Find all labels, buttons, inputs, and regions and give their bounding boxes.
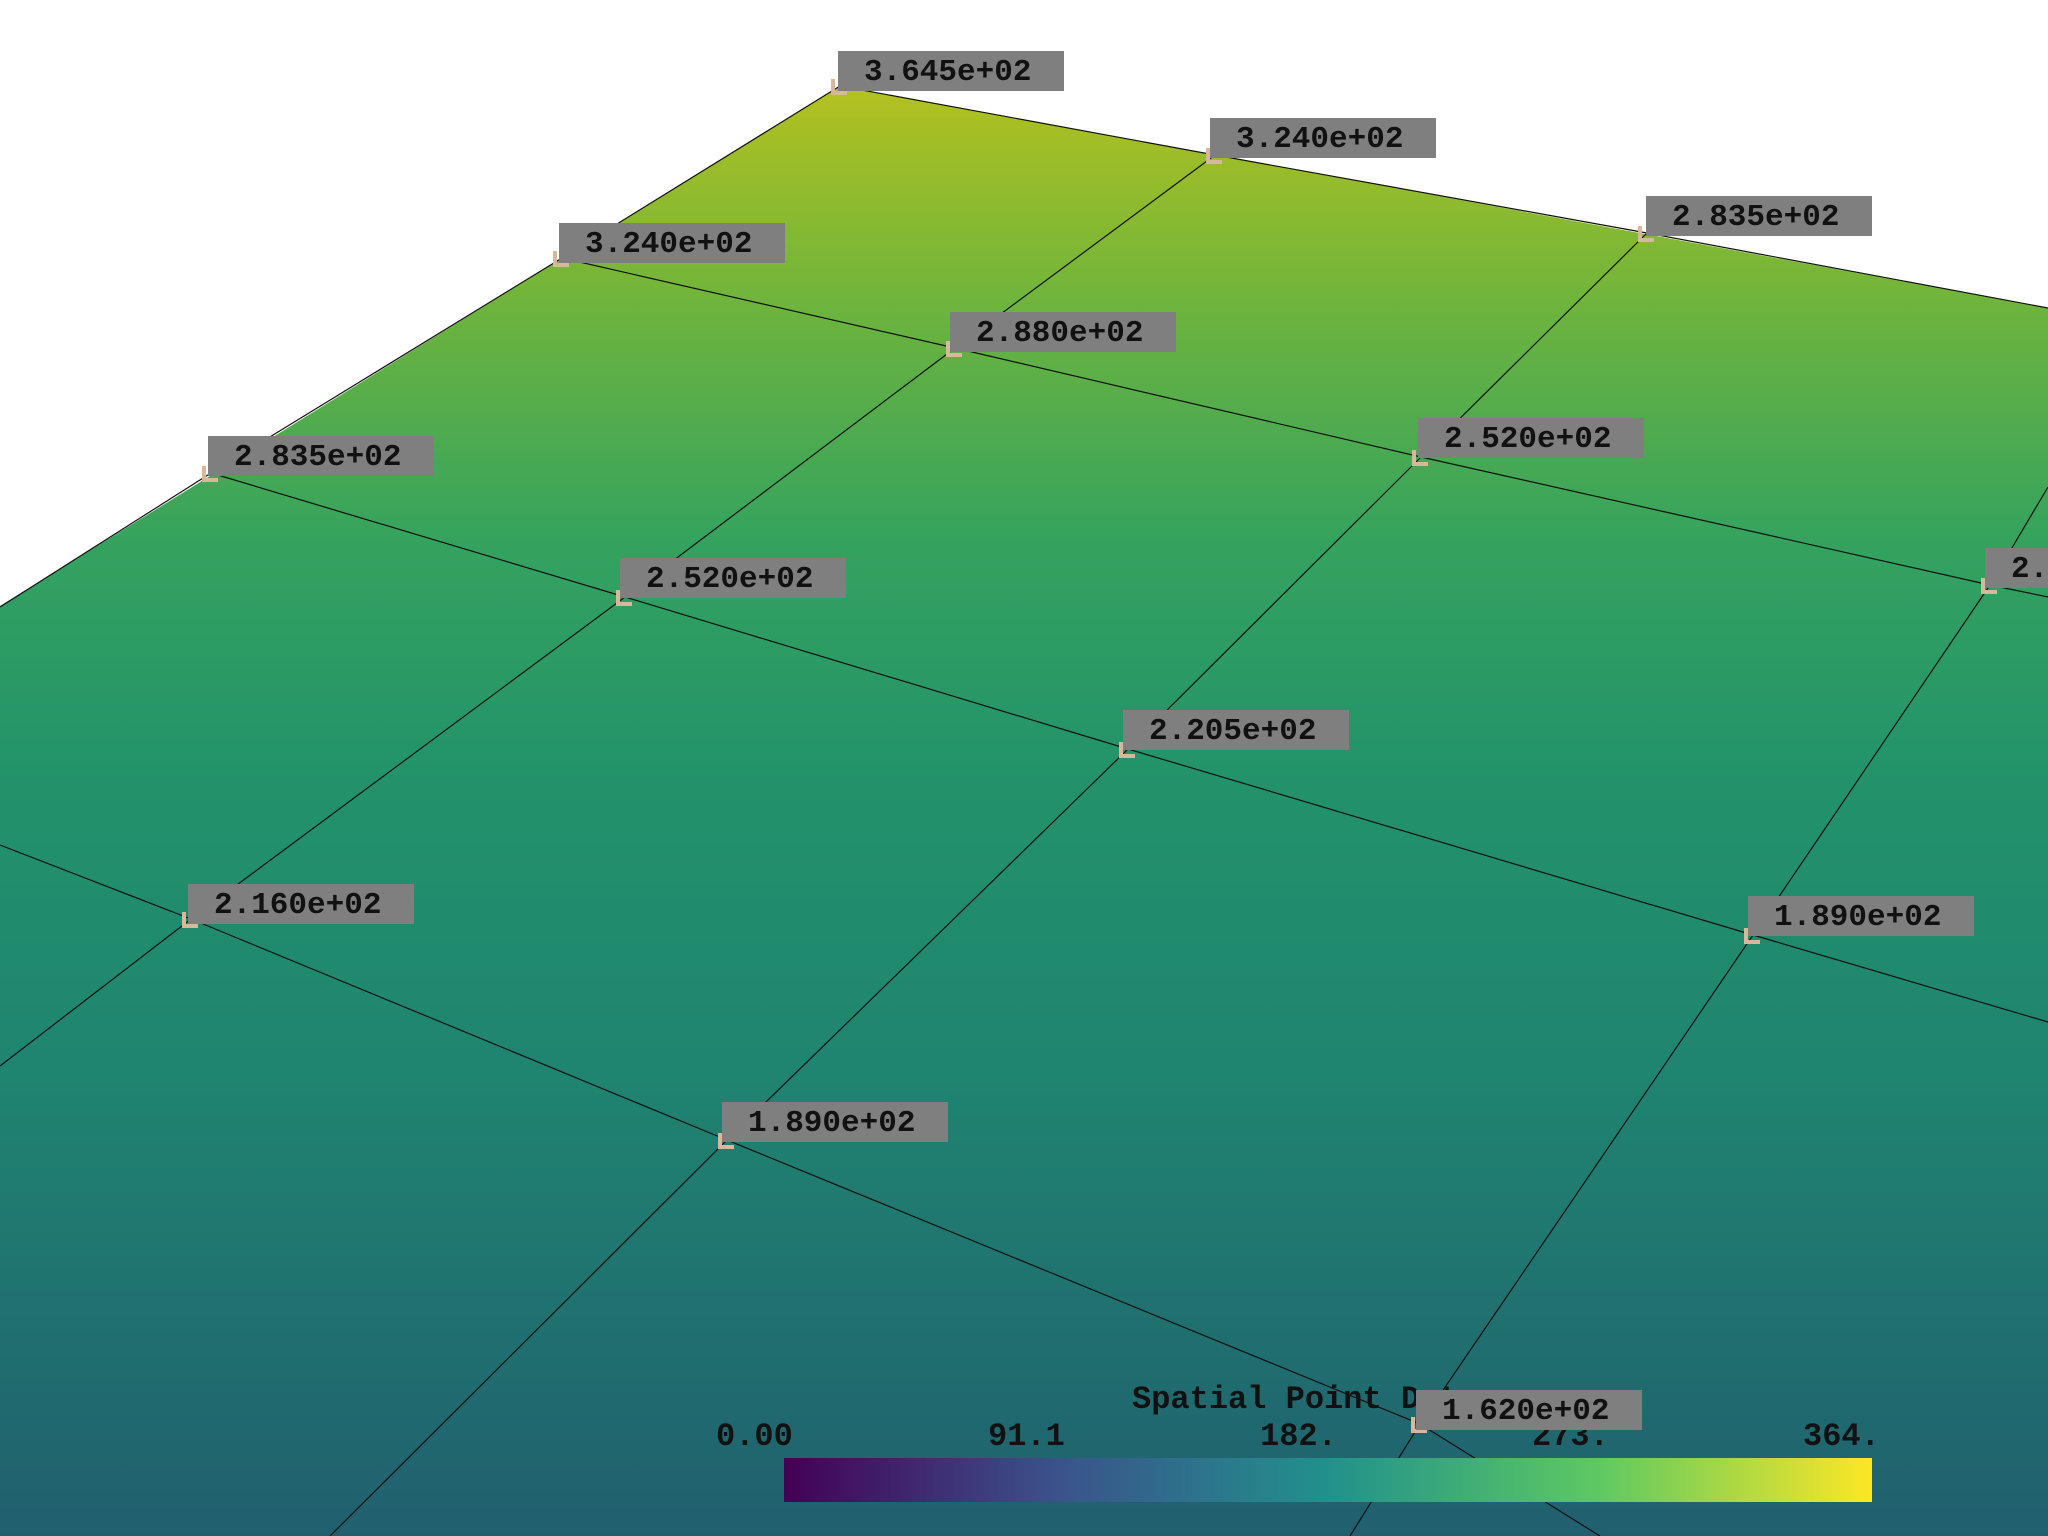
point-label: 2. [1981,548,2048,594]
svg-text:2.520e+02: 2.520e+02 [1444,422,1611,457]
svg-text:2.835e+02: 2.835e+02 [1672,200,1839,235]
svg-text:3.645e+02: 3.645e+02 [864,55,1031,90]
svg-text:1.890e+02: 1.890e+02 [1774,900,1941,935]
svg-text:3.240e+02: 3.240e+02 [585,227,752,262]
point-label: 3.240e+02 [553,223,785,267]
point-label: 2.160e+02 [182,884,414,928]
svg-text:2.520e+02: 2.520e+02 [646,562,813,597]
point-label: 2.835e+02 [202,436,434,482]
point-label: 3.645e+02 [831,51,1064,95]
svg-text:1.890e+02: 1.890e+02 [748,1106,915,1141]
point-label: 2.880e+02 [946,312,1176,357]
edge-row-0 [839,85,2048,309]
point-label: 2.520e+02 [616,558,846,606]
point-label: 2.205e+02 [1119,710,1349,758]
svg-text:1.620e+02: 1.620e+02 [1442,1394,1609,1429]
point-label: 2.835e+02 [1638,196,1872,242]
svg-text:3.240e+02: 3.240e+02 [1236,122,1403,157]
edge-col-0 [0,85,841,608]
svg-text:2.880e+02: 2.880e+02 [976,316,1143,351]
point-label: 1.890e+02 [1744,896,1974,944]
point-label: 2.520e+02 [1412,418,1644,466]
svg-text:2.160e+02: 2.160e+02 [214,888,381,923]
svg-text:2.835e+02: 2.835e+02 [234,440,401,475]
colorbar-gradient [784,1458,1872,1502]
point-label: 1.890e+02 [718,1102,948,1149]
svg-text:2.205e+02: 2.205e+02 [1149,714,1316,749]
svg-text:2.: 2. [2011,552,2048,587]
point-label: 3.240e+02 [1206,118,1436,164]
scalar-bar [784,1458,1872,1502]
surface-mesh [0,86,2048,1536]
point-label: 1.620e+02 [1411,1390,1642,1433]
